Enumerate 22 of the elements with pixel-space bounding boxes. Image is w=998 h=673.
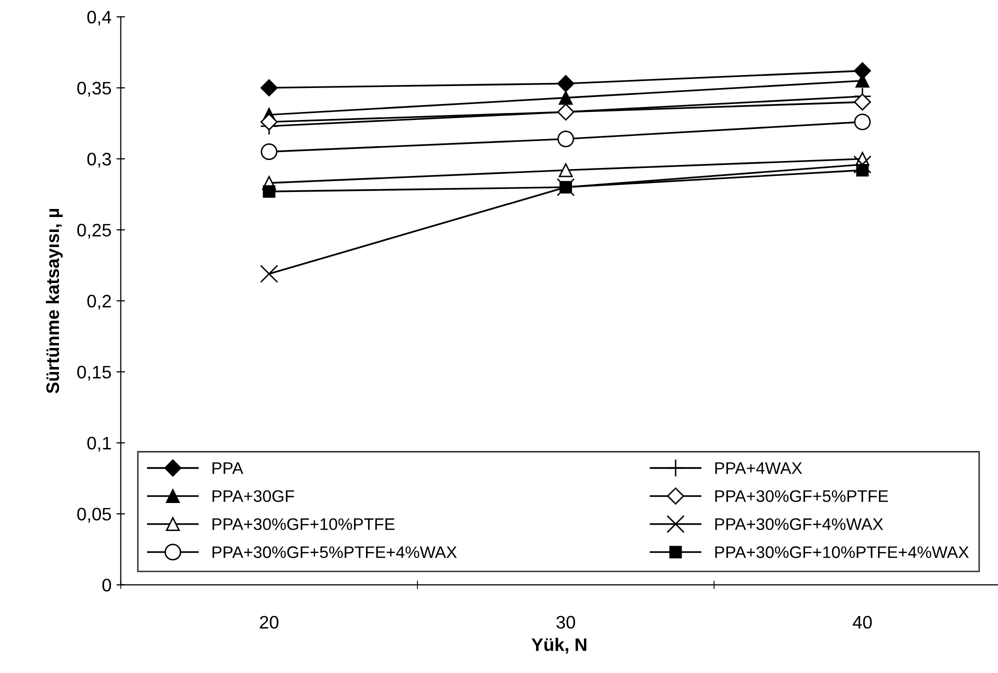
y-tick-label: 0 xyxy=(102,578,112,592)
legend-label: PPA+4WAX xyxy=(715,462,802,474)
legend-label: PPA+30%GF+10%PTFE xyxy=(212,518,395,530)
y-tick-label: 0,35 xyxy=(77,82,111,97)
legend-label: PPA+30%GF+4%WAX xyxy=(715,518,884,530)
y-tick-label: 0,05 xyxy=(77,508,111,523)
y-tick-label: 0,3 xyxy=(87,152,111,168)
y-tick-label: 0,25 xyxy=(77,224,111,239)
y-tick-label: 0,4 xyxy=(87,10,112,26)
x-tick-label: 30 xyxy=(556,616,576,629)
y-tick-label: 0,15 xyxy=(77,366,111,381)
x-axis-title: Yük, N xyxy=(532,638,586,654)
legend-label: PPA+30%GF+10%PTFE+4%WAX xyxy=(715,546,969,558)
x-tick-label: 20 xyxy=(260,616,278,629)
y-axis-title: Sürtünme katsayısı, µ xyxy=(46,208,63,394)
legend-label: PPA+30GF xyxy=(212,490,294,502)
legend-label: PPA xyxy=(212,462,244,474)
legend-label: PPA+30%GF+5%PTFE xyxy=(715,490,888,502)
y-tick-label: 0,1 xyxy=(87,436,111,452)
x-tick-label: 40 xyxy=(852,616,872,629)
legend-label: PPA+30%GF+5%PTFE+4%WAX xyxy=(212,546,457,558)
y-tick-label: 0,2 xyxy=(87,294,111,310)
